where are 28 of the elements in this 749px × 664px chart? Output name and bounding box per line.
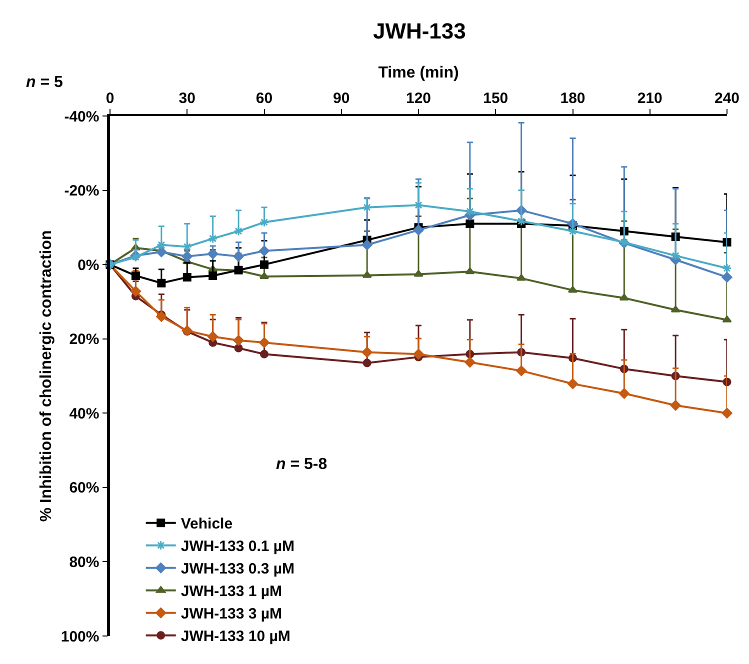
x-tick-label: 90 xyxy=(333,90,350,107)
x-tick-label: 120 xyxy=(406,90,432,107)
x-tick-label: 30 xyxy=(178,90,196,107)
y-tick-label: 40% xyxy=(69,405,100,422)
y-tick-label: -20% xyxy=(64,182,100,200)
x-tick-label: 60 xyxy=(256,90,273,107)
legend-label: JWH-133 0.1 µM xyxy=(180,538,295,556)
y-axis-title: % Inhibition of cholinergic contraction xyxy=(38,230,55,522)
y-tick-label: 60% xyxy=(69,480,100,497)
text: n = 5 xyxy=(26,74,64,91)
legend-label: JWH-133 0.3 µM xyxy=(180,560,295,578)
y-tick-label: -40% xyxy=(64,108,100,126)
legend-label: JWH-133 10 µM xyxy=(180,628,290,646)
x-tick-label: 180 xyxy=(560,90,586,107)
x-tick-label: 0 xyxy=(106,90,114,107)
y-tick-label: 20% xyxy=(69,331,100,348)
legend-label: JWH-133 1 µM xyxy=(180,583,282,600)
x-tick-label: 240 xyxy=(714,90,740,107)
chart-title: JWH-133 xyxy=(372,18,466,44)
x-tick-label: 210 xyxy=(637,90,662,107)
legend-label: JWH-133 3 µM xyxy=(180,606,282,623)
legend-label: Vehicle xyxy=(180,516,233,533)
y-tick-label: 100% xyxy=(60,628,100,646)
y-tick-label: 80% xyxy=(69,554,100,571)
x-tick-label: 150 xyxy=(483,90,508,107)
x-axis-title: Time (min) xyxy=(378,64,459,82)
annotation: n = 5-8 xyxy=(276,456,328,473)
y-tick-label: 0% xyxy=(78,256,100,274)
